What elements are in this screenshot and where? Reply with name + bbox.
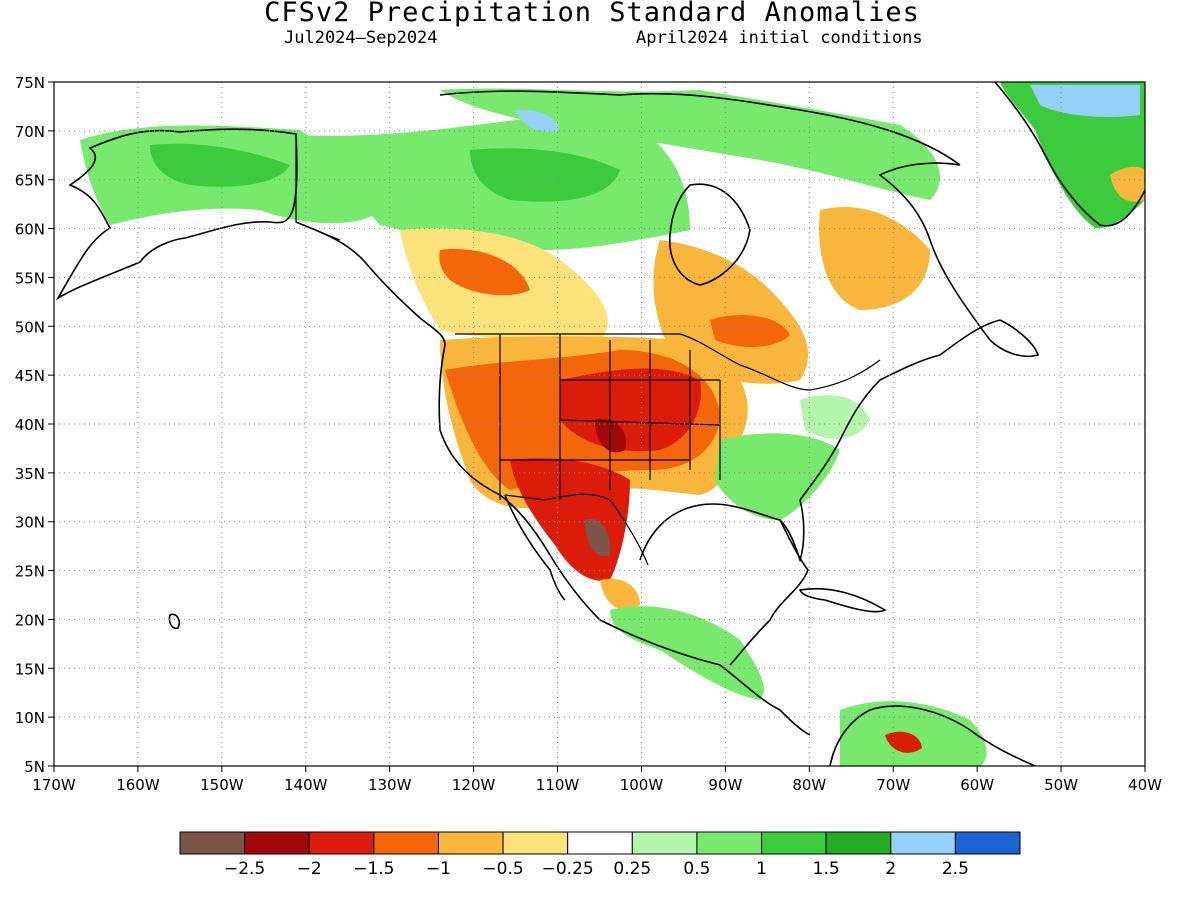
anomaly-greenland-edge	[1110, 166, 1145, 202]
anomaly-canada-core	[470, 148, 620, 202]
colorbar-swatch	[308, 831, 375, 855]
lon-tick-label: 110W	[536, 776, 580, 794]
lat-tick-label: 25N	[15, 563, 45, 581]
lat-tick-label: 20N	[15, 611, 45, 629]
lon-tick-label: 140W	[284, 776, 328, 794]
anomaly-southeast-us	[715, 433, 840, 520]
coastline-greenland	[994, 82, 1145, 227]
lon-tick-label: 50W	[1044, 776, 1078, 794]
lat-tick-label: 75N	[15, 74, 45, 92]
anomaly-alaska-core	[150, 143, 290, 187]
colorbar-label: 0.25	[613, 859, 651, 879]
coastline-south-america	[829, 705, 1036, 766]
lon-tick-label: 40W	[1128, 776, 1162, 794]
chart-title: CFSv2 Precipitation Standard Anomalies	[264, 0, 920, 28]
lon-tick-label: 170W	[32, 776, 76, 794]
anomaly-ontario-orange	[710, 315, 790, 347]
colorbar-swatch	[437, 831, 504, 855]
colorbar-label: −0.25	[542, 859, 594, 879]
anomaly-arctic-blue	[515, 109, 560, 132]
colorbar-swatch	[890, 831, 956, 855]
lat-tick-label: 45N	[15, 367, 45, 385]
colorbar-label: −0.5	[482, 859, 523, 879]
latitude-ticks: 75N 70N 65N 60N 55N 50N 45N 40N 35N 30N 25N 20N 15N 1…	[15, 74, 54, 776]
lat-tick-label: 30N	[15, 514, 45, 532]
coastline-baja	[504, 494, 566, 601]
lat-tick-label: 50N	[15, 318, 45, 336]
lat-tick-label: 55N	[15, 269, 45, 287]
lat-tick-label: 5N	[24, 758, 45, 776]
anomaly-arctic-islands	[440, 88, 940, 200]
coastline-arctic	[439, 90, 961, 166]
colorbar-label: 1.5	[813, 859, 840, 879]
colorbar-label: 2.5	[942, 859, 969, 879]
lon-tick-label: 70W	[876, 776, 910, 794]
coastline-hawaii	[168, 613, 181, 630]
colorbar-swatch	[954, 831, 1021, 855]
anomaly-greenland	[1000, 82, 1145, 229]
colorbar-label: −1	[426, 859, 451, 879]
anomaly-mexico-brown	[585, 519, 611, 557]
lon-tick-label: 100W	[620, 776, 664, 794]
border-alaska-canada	[295, 134, 341, 241]
border-state-lines	[499, 334, 721, 500]
lat-tick-label: 70N	[15, 123, 45, 141]
colorbar-swatch	[373, 831, 439, 855]
lon-tick-label: 120W	[452, 776, 496, 794]
coastline-cuba	[798, 587, 887, 613]
colorbar-swatch	[179, 831, 246, 855]
lat-tick-label: 15N	[15, 660, 45, 678]
lon-tick-label: 150W	[200, 776, 244, 794]
colorbar-label: −1.5	[353, 859, 394, 879]
coastline-florida	[779, 499, 805, 563]
colorbar-swatch	[761, 831, 827, 855]
colorbar-swatch	[244, 831, 310, 855]
colorbar-label: 2	[885, 859, 896, 879]
colorbar-swatch	[502, 831, 569, 855]
lat-tick-label: 40N	[15, 416, 45, 434]
coastline-alaska	[55, 128, 298, 301]
lon-tick-label: 80W	[792, 776, 826, 794]
lat-tick-label: 60N	[15, 221, 45, 239]
lat-tick-label: 35N	[15, 465, 45, 483]
colorbar-label: −2	[297, 859, 322, 879]
political-borders	[295, 134, 881, 566]
lon-tick-label: 130W	[368, 776, 412, 794]
coastline-hudson-bay	[669, 183, 751, 286]
lon-tick-label: 60W	[960, 776, 994, 794]
coastline-central-america	[599, 619, 811, 736]
colorbar-swatch	[567, 831, 633, 855]
lon-tick-label: 90W	[708, 776, 742, 794]
colorbar-swatch	[825, 831, 892, 855]
border-us-canada	[455, 333, 881, 391]
forecast-period: Jul2024–Sep2024	[284, 28, 438, 48]
lon-tick-label: 160W	[116, 776, 160, 794]
colorbar: −2.5 −2 −1.5 −1 −0.5 −0.25 0.25 0.5 1 1.5 2 2.5	[179, 831, 1021, 879]
anomaly-mexico-dry	[600, 578, 640, 610]
anomaly-venezuela-red	[885, 731, 922, 753]
colorbar-label: 1	[756, 859, 767, 879]
colorbar-label: −2.5	[224, 859, 265, 879]
lat-tick-label: 10N	[15, 709, 45, 727]
coastline-gulf	[639, 503, 809, 666]
coastline-canada-east	[878, 162, 1040, 358]
colorbar-swatch	[631, 831, 698, 855]
anomaly-central-america	[610, 606, 764, 700]
lat-tick-label: 65N	[15, 172, 45, 190]
initial-conditions: April2024 initial conditions	[636, 28, 923, 48]
colorbar-swatch	[696, 831, 763, 855]
anomaly-northeast-green	[800, 395, 870, 439]
coastline-outlines	[55, 82, 1145, 766]
colorbar-label: 0.5	[683, 859, 710, 879]
anomaly-plains-red	[560, 368, 701, 452]
anomaly-greenland-blue	[1030, 85, 1140, 117]
anomaly-quebec-dry	[819, 206, 930, 310]
coastline-east-us	[799, 319, 1001, 501]
anomaly-prairies-orange	[439, 249, 530, 296]
longitude-ticks: 170W 160W 150W 140W 130W 120W 110W 100W 90W 80W 70…	[32, 766, 1162, 794]
